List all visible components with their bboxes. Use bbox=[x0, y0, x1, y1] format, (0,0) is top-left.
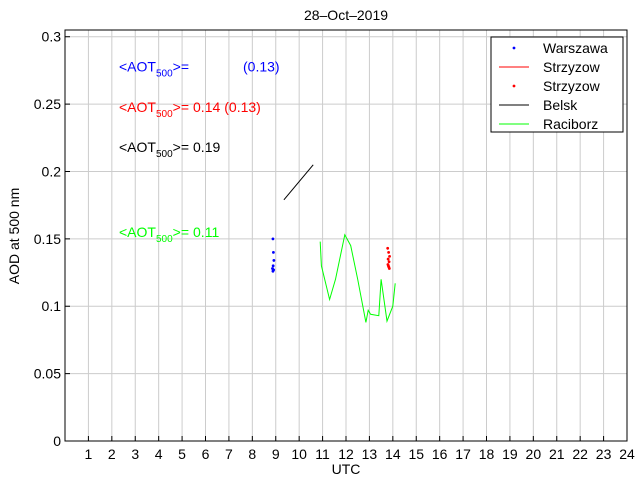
x-tick-label: 16 bbox=[432, 446, 448, 462]
x-tick-label: 20 bbox=[526, 446, 542, 462]
raciborz-series-line bbox=[319, 233, 396, 324]
y-tick-label: 0.25 bbox=[34, 96, 61, 112]
x-tick-label: 8 bbox=[248, 446, 256, 462]
aot-subscript: 500 bbox=[156, 149, 173, 160]
aot-annotation: <AOT500>= 0.19 bbox=[119, 139, 220, 160]
aot-label: <AOT bbox=[119, 139, 156, 155]
x-tick-label: 15 bbox=[408, 446, 424, 462]
x-tick-label: 13 bbox=[362, 446, 378, 462]
x-tick-label: 4 bbox=[155, 446, 163, 462]
aot-operator: >= bbox=[173, 139, 189, 155]
strzyzow-data-point bbox=[386, 246, 390, 250]
x-tick-label: 23 bbox=[596, 446, 612, 462]
x-tick-label: 5 bbox=[178, 446, 186, 462]
aot-annotation: <AOT500>= 0.14 (0.13) bbox=[119, 99, 261, 120]
y-axis-label: AOD at 500 nm bbox=[6, 188, 22, 285]
y-tick-label: 0.3 bbox=[42, 29, 62, 45]
x-tick-label: 14 bbox=[385, 446, 401, 462]
aot-subscript: 500 bbox=[156, 109, 173, 120]
x-tick-label: 2 bbox=[108, 446, 116, 462]
chart-title: 28–Oct–2019 bbox=[304, 7, 388, 23]
y-tick-label: 0.1 bbox=[42, 298, 62, 314]
aot-label: <AOT bbox=[119, 99, 156, 115]
y-tick-label: 0.05 bbox=[34, 366, 61, 382]
aot-annotation: <AOT500>= (0.13) bbox=[119, 58, 280, 79]
x-tick-label: 6 bbox=[202, 446, 210, 462]
x-tick-label: 24 bbox=[619, 446, 635, 462]
legend: Warszawa Strzyzow Strzyzow Belsk Raciborz bbox=[490, 36, 624, 133]
aot-label: <AOT bbox=[119, 58, 156, 74]
strzyzow-data-point bbox=[387, 267, 391, 270]
strzyzow-data-point bbox=[387, 250, 391, 254]
aot-annotation: <AOT500>= 0.11 bbox=[119, 224, 219, 245]
aot-value-in-parentheses: (0.13) bbox=[243, 58, 280, 74]
x-tick-label: 7 bbox=[225, 446, 233, 462]
aot-subscript: 500 bbox=[156, 234, 173, 245]
warszawa-data-point bbox=[272, 268, 276, 272]
x-tick-label: 1 bbox=[85, 446, 93, 462]
annotations: <AOT500>= (0.13)<AOT500>= 0.14 (0.13)<AOT50… bbox=[119, 58, 280, 245]
aot-value-in-parentheses: (0.13) bbox=[224, 99, 261, 115]
x-tick-label: 9 bbox=[272, 446, 280, 462]
legend-label: Strzyzow bbox=[543, 78, 601, 94]
strzyzow-data-point bbox=[386, 257, 390, 261]
x-tick-label: 21 bbox=[549, 446, 565, 462]
warszawa-data-point bbox=[272, 259, 276, 262]
warszawa-data-point bbox=[271, 264, 275, 268]
warszawa-data-point bbox=[272, 250, 275, 254]
legend-label: Strzyzow bbox=[543, 59, 601, 75]
warszawa-legend-marker bbox=[512, 46, 516, 50]
x-tick-label: 17 bbox=[455, 446, 471, 462]
legend-label: Belsk bbox=[543, 97, 578, 113]
legend-label: Raciborz bbox=[543, 116, 598, 132]
strzyzow-data-point bbox=[388, 254, 391, 258]
warszawa-data-point bbox=[271, 237, 275, 241]
y-tick-label: 0 bbox=[53, 433, 61, 449]
strzyzow-data-point bbox=[387, 260, 391, 264]
x-tick-label: 3 bbox=[131, 446, 139, 462]
data-layer bbox=[271, 164, 396, 324]
aot-value: 0.14 bbox=[193, 99, 220, 115]
aot-subscript: 500 bbox=[156, 68, 173, 79]
x-tick-label: 22 bbox=[572, 446, 588, 462]
x-tick-label: 18 bbox=[479, 446, 495, 462]
aot-label: <AOT bbox=[119, 224, 156, 240]
x-tick-label: 19 bbox=[502, 446, 518, 462]
aot-value: 0.19 bbox=[193, 139, 220, 155]
aot-value: 0.11 bbox=[193, 224, 219, 240]
aot-operator: >= bbox=[173, 99, 189, 115]
x-tick-label: 12 bbox=[338, 446, 354, 462]
aot-operator: >= bbox=[173, 224, 189, 240]
strzyzow-legend-marker bbox=[512, 84, 516, 88]
x-tick-label: 11 bbox=[315, 446, 330, 462]
x-axis-label: UTC bbox=[332, 461, 361, 477]
y-tick-label: 0.2 bbox=[42, 163, 62, 179]
belsk-series-line bbox=[283, 164, 314, 201]
y-tick-label: 0.15 bbox=[34, 231, 61, 247]
x-tick-label: 10 bbox=[291, 446, 307, 462]
strzyzow-data-point bbox=[386, 264, 390, 268]
axis-ticks: 1 2 3 4 5 6 7 8 9 10 11 12 13 14 15 16 17 18 19 20 21 22 23 240… bbox=[34, 29, 635, 462]
aot-operator: >= bbox=[173, 58, 189, 74]
legend-box bbox=[490, 36, 624, 133]
legend-label: Warszawa bbox=[543, 40, 608, 56]
